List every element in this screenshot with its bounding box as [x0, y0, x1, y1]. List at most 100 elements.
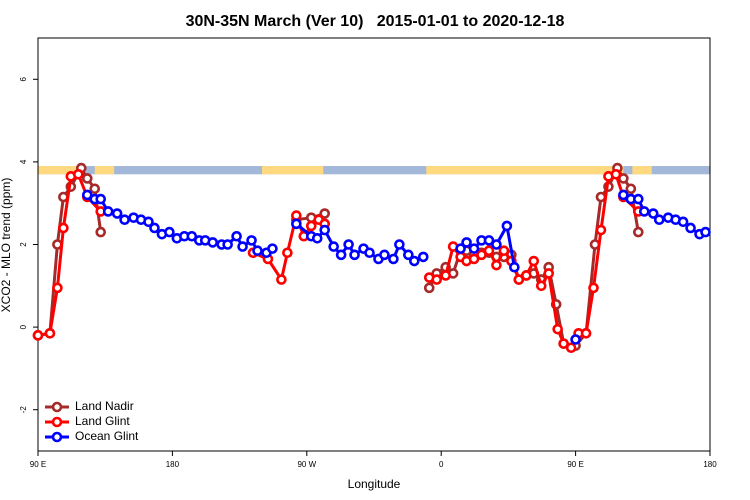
data-point: [638, 206, 650, 217]
data-point: [335, 249, 347, 261]
y-tick-label: 6: [19, 77, 28, 82]
x-tick-label: 90 E: [30, 460, 46, 469]
x-tick-label: 90 E: [567, 460, 583, 469]
data-point: [95, 226, 107, 238]
data-point: [552, 323, 563, 335]
x-tick-label: 180: [703, 460, 717, 469]
data-point: [111, 208, 123, 219]
data-point: [431, 274, 443, 285]
data-point: [625, 183, 637, 195]
x-tick-label: 90 W: [297, 460, 316, 469]
data-point: [685, 222, 696, 234]
data-point: [44, 327, 56, 339]
data-point: [558, 338, 569, 349]
data-point: [461, 237, 472, 248]
data-point: [186, 230, 198, 242]
data-point: [89, 183, 101, 195]
data-point: [81, 189, 93, 201]
y-tick-label: -2: [19, 406, 28, 414]
data-point: [610, 168, 622, 180]
data-point: [476, 249, 487, 261]
x-tick-label: 0: [439, 460, 444, 469]
data-point: [282, 247, 293, 259]
legend-label: Land Nadir: [75, 399, 134, 413]
data-point: [102, 206, 114, 217]
data-point: [252, 245, 263, 256]
data-point: [565, 342, 577, 354]
series-line: [37, 172, 640, 350]
data-point: [291, 210, 302, 221]
legend-marker: [51, 401, 63, 413]
data-point: [291, 218, 302, 230]
data-point: [440, 270, 451, 281]
data-point: [409, 255, 420, 267]
data-point: [543, 268, 555, 279]
y-axis-label: XCO2 - MLO trend (ppm): [0, 178, 13, 313]
legend-marker: [51, 416, 63, 428]
data-point: [52, 282, 63, 294]
chart-title: 30N-35N March (Ver 10) 2015-01-01 to 202…: [186, 13, 565, 30]
data-point: [237, 241, 248, 252]
data-point: [468, 243, 480, 254]
y-tick-label: 0: [19, 324, 28, 329]
data-point: [207, 237, 219, 248]
data-point: [501, 220, 513, 232]
data-point: [491, 239, 502, 250]
data-point: [633, 193, 644, 205]
data-point: [388, 253, 399, 265]
data-point: [246, 235, 257, 246]
legend-marker: [51, 431, 63, 443]
data-point: [276, 274, 287, 285]
data-point: [588, 282, 599, 294]
data-point: [119, 214, 130, 226]
data-point: [143, 216, 154, 228]
data-point: [403, 249, 414, 261]
data-point: [423, 282, 435, 294]
data-point: [570, 334, 581, 345]
land-band: [632, 166, 652, 175]
land-band: [94, 166, 115, 175]
data-point: [73, 168, 84, 180]
ocean-band: [38, 166, 710, 175]
data-point: [164, 226, 175, 238]
land-band: [38, 166, 86, 175]
y-tick-label: 2: [19, 242, 28, 247]
data-point: [653, 214, 665, 226]
data-point: [528, 255, 540, 267]
data-point: [455, 243, 466, 254]
data-point: [498, 245, 510, 256]
legend-label: Land Glint: [75, 414, 130, 428]
data-point: [647, 208, 659, 219]
data-point: [677, 216, 689, 228]
data-point: [32, 330, 44, 341]
data-point: [633, 226, 644, 238]
data-point: [595, 224, 607, 236]
data-point: [521, 270, 532, 281]
data-point: [231, 230, 242, 242]
data-point: [222, 239, 233, 250]
data-point: [618, 173, 629, 184]
data-point: [700, 226, 711, 238]
data-point: [58, 222, 69, 234]
data-point: [379, 249, 390, 261]
data-point: [535, 280, 547, 292]
land-band: [262, 166, 324, 175]
data-point: [483, 245, 495, 256]
data-point: [343, 239, 354, 250]
data-point: [491, 259, 502, 271]
land-band: [426, 166, 624, 175]
y-tick-label: 4: [19, 159, 28, 164]
data-point: [509, 261, 520, 273]
x-tick-label: 180: [166, 460, 180, 469]
data-point: [319, 208, 331, 219]
data-point: [95, 193, 107, 205]
data-point: [349, 249, 360, 261]
data-point: [468, 253, 480, 265]
data-point: [483, 235, 495, 246]
data-point: [319, 224, 331, 236]
data-point: [417, 251, 429, 263]
data-point: [394, 239, 405, 250]
data-point: [81, 173, 93, 184]
data-point: [513, 274, 525, 285]
